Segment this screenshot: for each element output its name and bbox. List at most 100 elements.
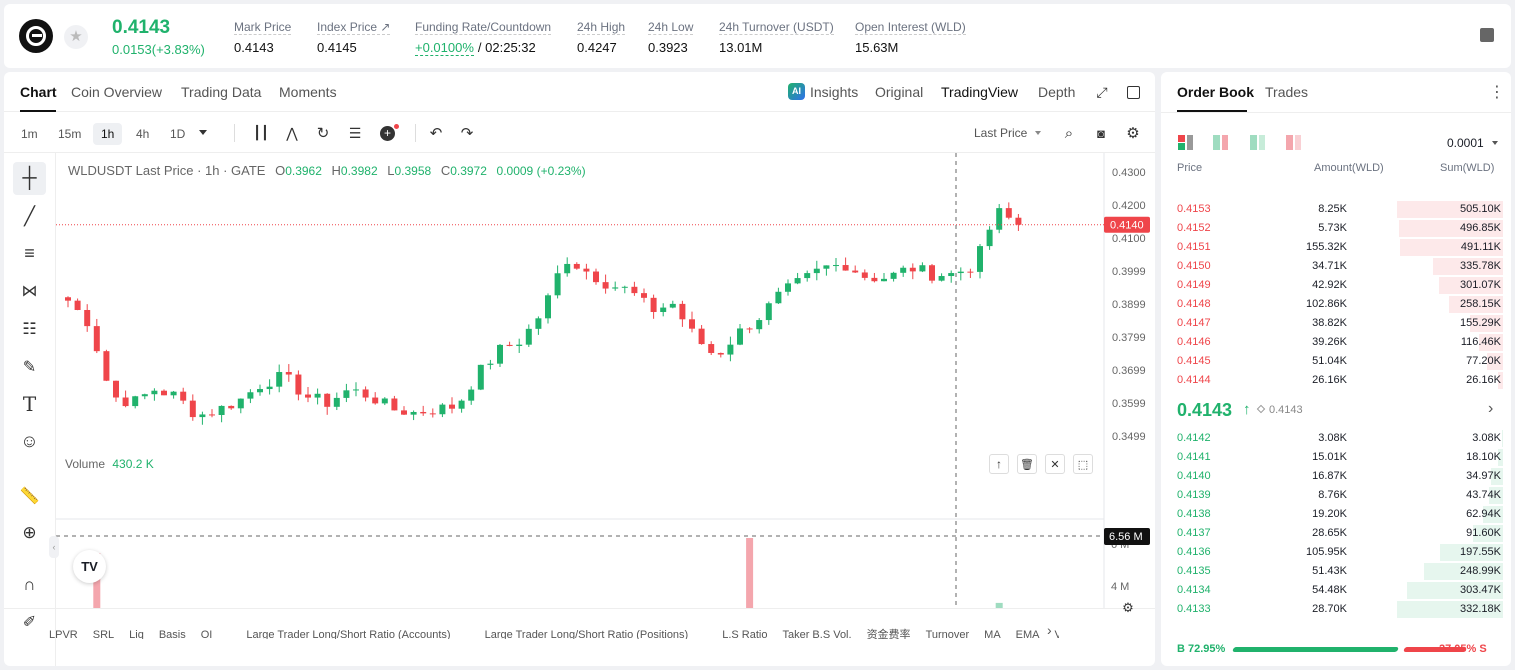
stat-2[interactable]: Funding Rate/Countdown +0.0100%/ 02:25:32 (415, 18, 552, 56)
view-depth[interactable]: Depth (1038, 84, 1076, 100)
fibonacci-tool[interactable]: ☷ (22, 320, 37, 338)
view-original[interactable]: Original (875, 84, 924, 100)
tab-coin-overview[interactable]: Coin Overview (71, 84, 163, 100)
ask-row[interactable]: 0.4150 34.71K 335.78K (1161, 257, 1511, 276)
ask-row[interactable]: 0.4149 42.92K 301.07K (1161, 276, 1511, 295)
view-bids-icon[interactable] (1250, 135, 1267, 150)
bid-row[interactable]: 0.4133 28.70K 332.18K (1161, 600, 1511, 619)
indicators-icon[interactable]: ⋀ (286, 124, 298, 141)
pane-move-up-icon[interactable]: ↑ (989, 454, 1009, 474)
timeframe-1m[interactable]: 1m (21, 127, 38, 141)
indicator-shortcut[interactable]: Large Trader Long/Short Ratio (Accounts) (246, 629, 451, 639)
timeframe-4h[interactable]: 4h (136, 127, 150, 141)
undo-icon[interactable]: ↶ (429, 125, 443, 142)
ask-row[interactable]: 0.4147 38.82K 155.29K (1161, 314, 1511, 333)
timeframe-1d[interactable]: 1D (170, 127, 186, 141)
brush-tool[interactable]: ✎ (22, 358, 37, 376)
bid-row[interactable]: 0.4138 19.20K 62.94K (1161, 505, 1511, 524)
tab-trades[interactable]: Trades (1265, 84, 1309, 100)
candlestick-type-icon[interactable]: ┃┃ (253, 125, 269, 140)
replay-icon[interactable]: ↻ (316, 125, 330, 142)
draw-pencil-tool[interactable]: ✐ (22, 613, 37, 631)
add-indicator-icon[interactable]: + (380, 126, 395, 141)
text-tool[interactable]: T (22, 391, 37, 416)
notes-icon[interactable] (1480, 28, 1494, 42)
ask-row[interactable]: 0.4152 5.73K 496.85K (1161, 219, 1511, 238)
ask-row[interactable]: 0.4151 155.32K 491.11K (1161, 238, 1511, 257)
pane-delete-icon[interactable]: 🗑 (1017, 454, 1037, 474)
indicator-shortcut[interactable]: Basis (158, 629, 186, 639)
more-indicators-icon[interactable]: › (1047, 622, 1052, 638)
redo-icon[interactable]: ↷ (460, 125, 474, 142)
stat-1[interactable]: Index Price ↗ 0.4145 (317, 18, 391, 55)
stat-4: 24h Low 0.3923 (648, 18, 694, 55)
templates-icon[interactable]: ☰ (348, 124, 362, 141)
bid-row[interactable]: 0.4137 28.65K 91.60K (1161, 524, 1511, 543)
indicator-shortcut[interactable]: Volu (1054, 629, 1059, 639)
price-type-select[interactable]: Last Price (974, 126, 1028, 140)
indicator-shortcut[interactable]: L.S Ratio (722, 629, 768, 639)
indicator-shortcut[interactable]: Taker B.S Vol. (782, 629, 852, 639)
bid-row[interactable]: 0.4142 3.08K 3.08K (1161, 429, 1511, 448)
pattern-tool[interactable]: ⋈ (21, 282, 38, 300)
precision-select[interactable]: 0.0001 (1447, 136, 1484, 150)
view-asks-bids-icon[interactable] (1213, 135, 1230, 150)
tab-moments[interactable]: Moments (279, 84, 337, 100)
view-asks-icon[interactable] (1286, 135, 1303, 150)
zoom-in-tool[interactable]: ⊕ (22, 522, 37, 542)
indicator-shortcut[interactable]: Turnover (925, 629, 970, 639)
tab-trading-data[interactable]: Trading Data (181, 84, 262, 100)
pane-collapse-icon[interactable]: ✕ (1045, 454, 1065, 474)
chart-settings-icon[interactable]: ⚙ (1122, 600, 1134, 615)
favorite-star-icon[interactable]: ★ (64, 25, 88, 49)
ask-row[interactable]: 0.4144 26.16K 26.16K (1161, 371, 1511, 390)
view-tradingview[interactable]: TradingView (941, 84, 1019, 100)
chevron-right-icon[interactable]: › (1488, 400, 1494, 417)
bid-row[interactable]: 0.4141 15.01K 18.10K (1161, 448, 1511, 467)
timeframe-15m[interactable]: 15m (58, 127, 82, 141)
indicator-shortcut[interactable]: Large Trader Long/Short Ratio (Positions… (484, 629, 689, 639)
ask-row[interactable]: 0.4145 51.04K 77.20K (1161, 352, 1511, 371)
price-change: 0.0153(+3.83%) (112, 42, 205, 57)
magnet-tool[interactable]: ∩ (23, 574, 36, 594)
candle-body (1005, 208, 1012, 218)
ask-row[interactable]: 0.4148 102.86K 258.15K (1161, 295, 1511, 314)
view-both-icon[interactable] (1178, 135, 1195, 150)
horizontal-lines-tool[interactable]: ≡ (24, 243, 35, 263)
indicator-shortcut[interactable]: EMA (1015, 629, 1040, 639)
crosshair-tool[interactable]: ┼ (13, 162, 46, 195)
indicator-shortcut[interactable]: 资金费率 (866, 629, 911, 639)
pane-maximize-icon[interactable]: ⬚ (1073, 454, 1093, 474)
expand-icon[interactable]: ⤢ (1096, 83, 1108, 100)
indicator-shortcut[interactable]: MA (984, 629, 1001, 639)
price-axis-label: 0.4100 (1112, 233, 1146, 245)
tab-chart[interactable]: Chart (20, 84, 57, 100)
legend-change: 0.0009 (+0.23%) (496, 164, 586, 178)
more-options-icon[interactable]: ⋮ (1489, 84, 1505, 101)
indicator-shortcut[interactable]: LPVR (49, 629, 78, 639)
indicator-shortcut[interactable]: Liq (129, 629, 144, 639)
timeframe-1h[interactable]: 1h (93, 123, 123, 145)
bid-row[interactable]: 0.4135 51.43K 248.99K (1161, 562, 1511, 581)
indicator-shortcut[interactable]: OI (200, 629, 213, 639)
ask-row[interactable]: 0.4153 8.25K 505.10K (1161, 200, 1511, 219)
bid-row[interactable]: 0.4136 105.95K 197.55K (1161, 543, 1511, 562)
search-icon[interactable]: ⌕ (1064, 124, 1074, 142)
trend-line-tool[interactable]: ╱ (24, 206, 35, 226)
timeframe-dropdown-icon[interactable] (199, 130, 207, 135)
camera-icon[interactable]: ◙ (1097, 125, 1105, 141)
gear-icon[interactable]: ⚙ (1126, 125, 1140, 142)
bid-row[interactable]: 0.4139 8.76K 43.74K (1161, 486, 1511, 505)
fullscreen-icon[interactable] (1127, 86, 1140, 99)
collapse-toolbar-icon[interactable]: ‹ (49, 536, 59, 558)
price-chart[interactable]: 0.4300 0.4200 0.4100 0.3999 0.3899 0.3799 0.36… (56, 153, 1151, 608)
indicator-shortcut[interactable]: SRL (92, 629, 115, 639)
view-insights[interactable]: Insights (810, 84, 859, 100)
bid-row[interactable]: 0.4140 16.87K 34.97K (1161, 467, 1511, 486)
tab-order-book[interactable]: Order Book (1177, 84, 1255, 100)
ask-row[interactable]: 0.4146 39.26K 116.46K (1161, 333, 1511, 352)
row-price: 0.4152 (1177, 222, 1211, 234)
bid-row[interactable]: 0.4134 54.48K 303.47K (1161, 581, 1511, 600)
ruler-tool[interactable]: 📏 (19, 487, 40, 505)
emoji-tool[interactable]: ☺ (20, 431, 39, 451)
